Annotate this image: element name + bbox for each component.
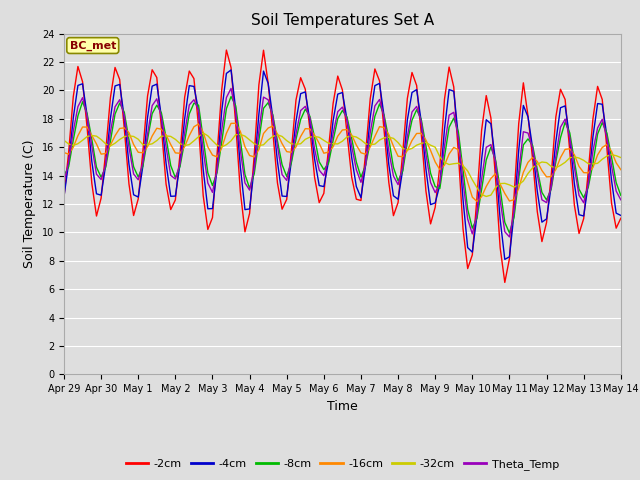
X-axis label: Time: Time [327, 400, 358, 413]
-16cm [617, 167, 625, 172]
-4cm [413, 87, 420, 93]
-2cm [60, 194, 68, 200]
Theta_Temp [617, 197, 625, 203]
-2cm [589, 116, 596, 121]
-16cm [60, 150, 68, 156]
-8cm [301, 107, 309, 112]
-8cm [589, 160, 596, 166]
-32cm [617, 155, 625, 160]
-4cm [440, 126, 448, 132]
Text: BC_met: BC_met [70, 40, 116, 51]
Line: -2cm: -2cm [64, 50, 621, 282]
Legend: -2cm, -4cm, -8cm, -16cm, -32cm, Theta_Temp: -2cm, -4cm, -8cm, -16cm, -32cm, Theta_Te… [122, 455, 563, 475]
-32cm [413, 142, 420, 148]
-2cm [413, 83, 420, 88]
-2cm [301, 86, 309, 92]
-16cm [589, 165, 596, 170]
-32cm [589, 161, 596, 167]
-8cm [190, 100, 198, 106]
-8cm [227, 94, 235, 99]
Theta_Temp [440, 144, 448, 149]
Y-axis label: Soil Temperature (C): Soil Temperature (C) [23, 140, 36, 268]
-2cm [190, 76, 198, 82]
Theta_Temp [60, 179, 68, 185]
Theta_Temp [227, 85, 235, 91]
-32cm [200, 130, 207, 136]
-2cm [223, 47, 230, 53]
-16cm [232, 120, 239, 126]
Line: -16cm: -16cm [64, 123, 621, 202]
-8cm [60, 173, 68, 179]
-8cm [440, 154, 448, 160]
-4cm [190, 84, 198, 89]
-16cm [413, 131, 420, 136]
Line: -32cm: -32cm [64, 133, 621, 196]
-32cm [60, 137, 68, 143]
Theta_Temp [413, 104, 420, 109]
Theta_Temp [506, 234, 513, 240]
-4cm [60, 193, 68, 199]
-4cm [116, 82, 124, 87]
-8cm [413, 107, 420, 113]
-8cm [116, 100, 124, 106]
Theta_Temp [589, 148, 596, 154]
-16cm [190, 124, 198, 130]
-16cm [440, 162, 448, 168]
-16cm [473, 199, 481, 204]
-2cm [617, 216, 625, 221]
-2cm [501, 279, 509, 285]
Title: Soil Temperatures Set A: Soil Temperatures Set A [251, 13, 434, 28]
-8cm [617, 192, 625, 198]
Theta_Temp [190, 97, 198, 103]
Theta_Temp [301, 104, 309, 109]
-32cm [116, 137, 124, 143]
Line: -8cm: -8cm [64, 96, 621, 233]
-4cm [227, 67, 235, 73]
-2cm [116, 77, 124, 83]
-4cm [301, 89, 309, 95]
Line: -4cm: -4cm [64, 70, 621, 259]
-32cm [190, 138, 198, 144]
-32cm [301, 136, 309, 142]
-4cm [501, 256, 509, 262]
-2cm [440, 96, 448, 102]
-16cm [116, 126, 124, 132]
-4cm [589, 134, 596, 140]
-32cm [483, 193, 490, 199]
Theta_Temp [116, 97, 124, 103]
-16cm [301, 126, 309, 132]
-4cm [617, 213, 625, 218]
Line: Theta_Temp: Theta_Temp [64, 88, 621, 237]
-32cm [440, 159, 448, 165]
-8cm [506, 230, 513, 236]
